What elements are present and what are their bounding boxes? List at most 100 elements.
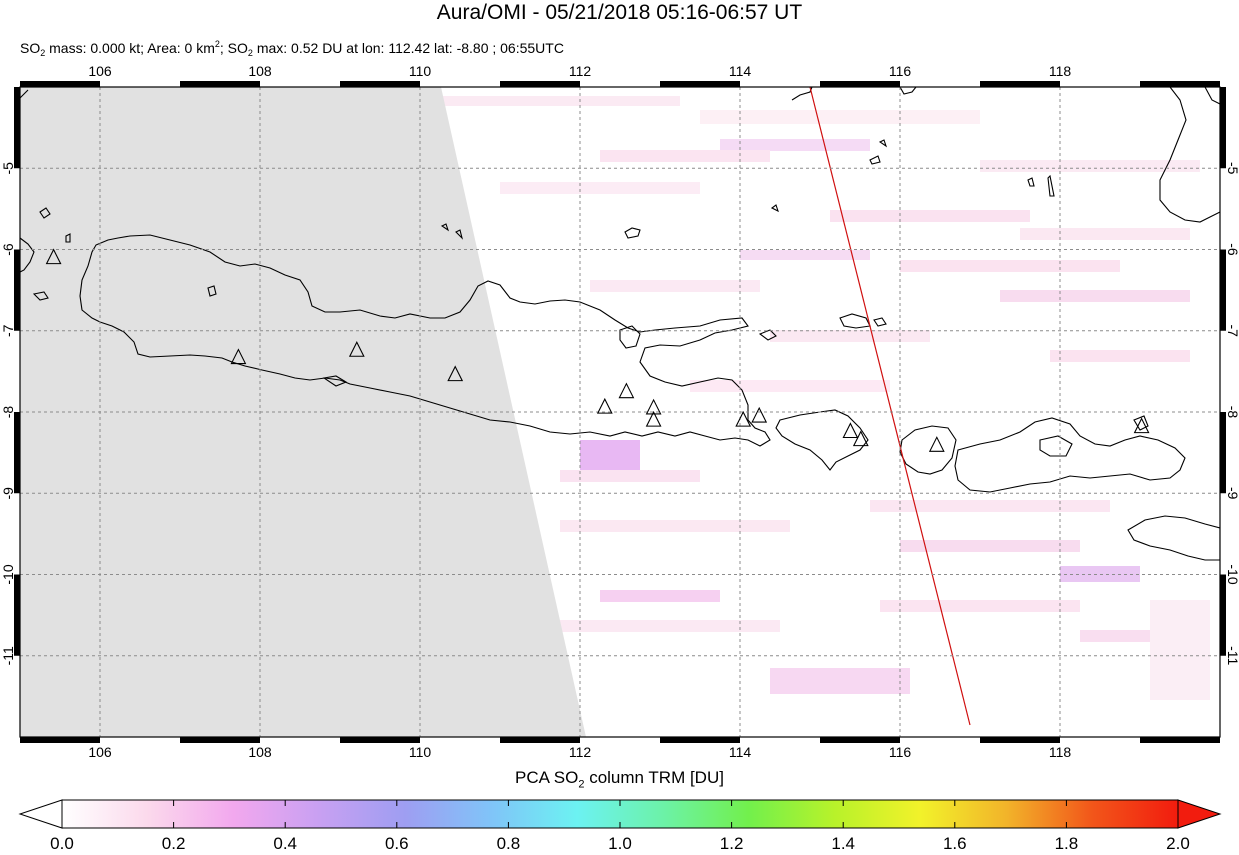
colorbar xyxy=(18,799,1222,829)
lon-label-bottom: 106 xyxy=(88,744,112,760)
lat-label-right: -5 xyxy=(1225,162,1239,175)
lon-label-top: 112 xyxy=(569,63,592,79)
frame-tick-bottom xyxy=(660,737,740,743)
so2-pixel xyxy=(900,540,1080,552)
so2-pixel xyxy=(740,250,870,260)
colorbar-label: 0.4 xyxy=(273,834,298,853)
lat-label-right: -11 xyxy=(1225,646,1239,665)
colorbar-title: PCA SO2 column TRM [DU] xyxy=(515,768,724,791)
frame-tick-right xyxy=(1220,249,1226,331)
colorbar-ticks xyxy=(61,800,1179,828)
so2-pixel xyxy=(900,260,1120,272)
bali-coastline xyxy=(775,409,869,471)
colorbar-label: 0.2 xyxy=(161,834,186,853)
frame-tick-right xyxy=(1220,87,1226,169)
so2-pixel xyxy=(700,110,980,124)
lat-label-right: -6 xyxy=(1225,243,1239,256)
so2-pixel xyxy=(600,590,720,602)
volcano-icon xyxy=(596,397,613,414)
lat-label-right: -10 xyxy=(1225,564,1239,584)
colorbar-label: 1.6 xyxy=(942,834,967,853)
colorbar-low-arrow xyxy=(18,799,63,829)
volcano-icon xyxy=(928,436,945,452)
volcano-icon xyxy=(348,341,365,357)
so2-pixel-layer xyxy=(440,96,1210,700)
so2-pixel xyxy=(600,150,770,162)
map-plot-area xyxy=(20,87,1220,737)
map-subtitle: SO2 mass: 0.000 kt; Area: 0 km2; SO2 max… xyxy=(20,39,564,58)
frame-tick-bottom xyxy=(500,737,580,743)
lat-label-right: -9 xyxy=(1225,487,1239,500)
frame-tick-bottom xyxy=(1140,737,1220,743)
colorbar-label: 1.4 xyxy=(831,834,856,853)
kalimantan-coastline xyxy=(791,87,1220,223)
so2-pixel xyxy=(440,96,680,106)
lon-label-bottom: 110 xyxy=(409,744,432,760)
sumbawa-coastline xyxy=(954,417,1186,493)
map-title: Aura/OMI - 05/21/2018 05:16-06:57 UT xyxy=(436,1,803,24)
volcano-icon xyxy=(645,410,662,427)
so2-pixel xyxy=(560,520,790,532)
lon-label-bottom: 118 xyxy=(1049,744,1072,760)
volcano-icon xyxy=(751,406,768,423)
sumba-coastline xyxy=(1127,515,1220,561)
axis-labels: 106 106 108 108 110 110 112 112 114 114 116 116 118 1… xyxy=(0,63,1239,760)
so2-pixel xyxy=(720,139,870,151)
so2-pixel xyxy=(980,160,1200,172)
volcano-icon xyxy=(852,430,869,447)
so2-pixel xyxy=(500,182,700,194)
frame-tick-top xyxy=(1140,81,1220,87)
lon-label-top: 106 xyxy=(88,63,112,79)
frame-tick-top xyxy=(340,81,420,87)
lat-label-left: -6 xyxy=(0,243,16,256)
volcano-markers xyxy=(45,248,1150,452)
frame-tick-top xyxy=(980,81,1060,87)
so2-pixel xyxy=(770,330,930,342)
volcano-icon xyxy=(842,422,859,439)
so2-pixel xyxy=(560,470,700,482)
so2-pixel xyxy=(870,500,1110,512)
lat-lon-grid xyxy=(20,87,1220,737)
frame-ticks xyxy=(14,81,1226,743)
sumatra-coastline xyxy=(20,89,49,301)
so2-pixel xyxy=(560,620,780,632)
lon-label-bottom: 116 xyxy=(889,744,912,760)
so2-pixel xyxy=(830,210,1030,222)
frame-tick-left xyxy=(14,574,20,656)
lon-label-top: 114 xyxy=(729,63,752,79)
lat-label-right: -8 xyxy=(1225,406,1239,419)
lat-label-left: -8 xyxy=(0,406,16,419)
so2-pixel xyxy=(1000,290,1190,302)
lat-label-left: -7 xyxy=(0,324,16,337)
so2-pixel xyxy=(770,668,910,694)
frame-tick-left xyxy=(14,249,20,331)
colorbar-high-arrow xyxy=(1177,799,1222,829)
volcano-icon xyxy=(45,248,62,265)
frame-tick-left xyxy=(14,412,20,494)
so2-pixel xyxy=(1020,228,1190,240)
frame-tick-bottom xyxy=(180,737,260,743)
lon-label-top: 110 xyxy=(409,63,432,79)
so2-pixel xyxy=(1050,350,1190,362)
frame-tick-right xyxy=(1220,412,1226,494)
frame-tick-top xyxy=(20,81,100,87)
lon-label-bottom: 108 xyxy=(248,744,272,760)
volcano-icon xyxy=(1133,417,1150,434)
lat-label-left: -10 xyxy=(0,564,16,584)
lon-label-bottom: 112 xyxy=(569,744,592,760)
volcano-icon xyxy=(618,382,635,399)
volcano-icon xyxy=(230,348,247,365)
frame-tick-top xyxy=(180,81,260,87)
lon-label-top: 118 xyxy=(1049,63,1072,79)
frame-tick-top xyxy=(820,81,900,87)
colorbar-label: 0.0 xyxy=(50,834,74,853)
lat-label-left: -11 xyxy=(0,646,16,665)
java-coastline xyxy=(79,234,771,447)
so2-pixel xyxy=(880,600,1080,612)
frame-tick-bottom xyxy=(340,737,420,743)
volcano-icon xyxy=(735,410,752,427)
colorbar-label: 2.0 xyxy=(1166,834,1190,853)
colorbar-label: 0.6 xyxy=(384,834,409,853)
lombok-coastline xyxy=(899,425,957,475)
